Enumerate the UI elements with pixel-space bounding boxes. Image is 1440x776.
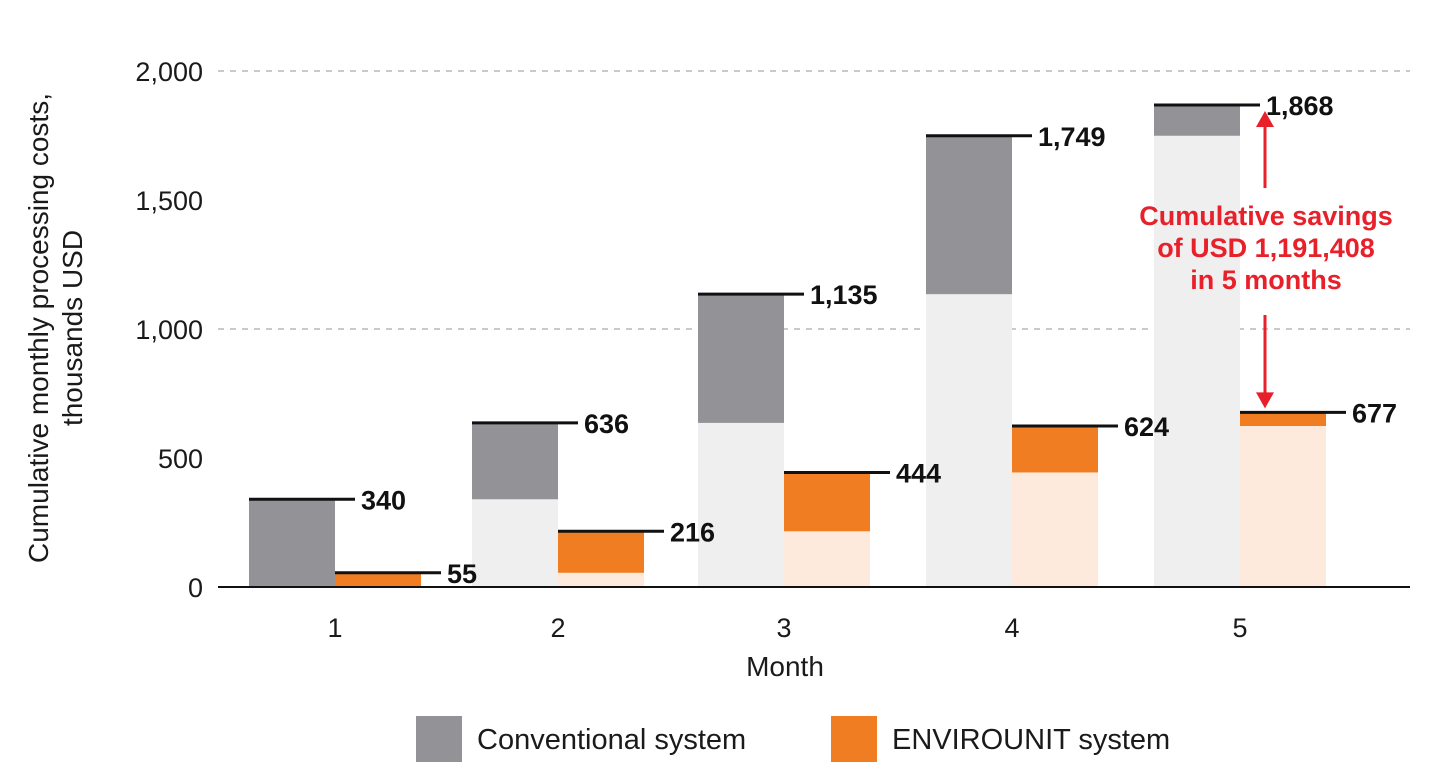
envirounit-value-label-month-5: 677: [1352, 398, 1397, 428]
conventional-bar-prior-month-3: [698, 422, 784, 587]
conventional-value-label-month-3: 1,135: [810, 280, 878, 310]
conventional-bar-prior-month-2: [472, 499, 558, 587]
y-tick-label: 1,000: [135, 315, 203, 345]
y-tick-label: 0: [188, 573, 203, 603]
x-tick-label-3: 3: [776, 613, 791, 643]
axes: 0 500 1,000 1,500 2,000 Cumulative monthly pr…: [23, 57, 1410, 682]
x-tick-label-4: 4: [1004, 613, 1019, 643]
y-tick-label: 500: [158, 444, 203, 474]
conventional-value-label-month-4: 1,749: [1038, 122, 1106, 152]
conventional-bar-prior-month-4: [926, 294, 1012, 587]
envirounit-bar-month-1: [335, 572, 421, 587]
envirounit-legend-label: ENVIROUNIT system: [892, 724, 1170, 756]
conventional-bar-month-1: [249, 499, 335, 587]
envirounit-bar-prior-month-3: [784, 531, 870, 587]
x-axis-title: Month: [746, 651, 824, 682]
envirounit-value-label-month-4: 624: [1124, 412, 1169, 442]
envirounit-value-label-month-3: 444: [896, 458, 941, 488]
conventional-bar-prior-month-5: [1154, 135, 1240, 587]
envirounit-bar-month-4: [1012, 426, 1098, 473]
conventional-bar-month-2: [472, 422, 558, 500]
savings-arrowhead-up: [1256, 111, 1274, 128]
conventional-value-label-month-1: 340: [361, 485, 406, 515]
envirounit-bar-prior-month-2: [558, 572, 644, 587]
envirounit-bar-month-3: [784, 472, 870, 532]
envirounit-bar-prior-month-5: [1240, 426, 1326, 587]
envirounit-bar-month-5: [1240, 412, 1326, 427]
savings-annotation-line: in 5 months: [1190, 265, 1342, 295]
envirounit-bar-prior-month-4: [1012, 472, 1098, 587]
conventional-bar-month-4: [926, 135, 1012, 295]
envirounit-legend-swatch: [831, 716, 877, 762]
savings-annotation-line: Cumulative savings: [1139, 201, 1393, 231]
savings-annotation-text: Cumulative savings of USD 1,191,408 in 5 m…: [1139, 201, 1393, 295]
conventional-value-label-month-2: 636: [584, 409, 629, 439]
bars: [249, 103, 1346, 587]
x-tick-label-5: 5: [1232, 613, 1247, 643]
envirounit-value-label-month-1: 55: [447, 559, 477, 589]
legend: Conventional system ENVIROUNIT system: [416, 716, 1170, 762]
x-tick-label-2: 2: [550, 613, 565, 643]
envirounit-bar-month-2: [558, 531, 644, 573]
y-axis-title-line: Cumulative monthly processing costs,: [23, 93, 54, 563]
x-tick-label-1: 1: [327, 613, 342, 643]
value-labels: 340 636 1,135 1,749 1,868 55 216 444 624 677: [361, 91, 1397, 589]
savings-annotation: Cumulative savings of USD 1,191,408 in 5 m…: [1139, 111, 1393, 409]
y-tick-label: 1,500: [135, 186, 203, 216]
conventional-bar-month-5: [1154, 105, 1240, 136]
savings-arrowhead-down: [1256, 392, 1274, 409]
y-axis-title: Cumulative monthly processing costs, thou…: [23, 93, 88, 563]
y-tick-label: 2,000: [135, 57, 203, 87]
y-axis-title-line: thousands USD: [57, 230, 88, 426]
conventional-value-label-month-5: 1,868: [1266, 91, 1334, 121]
envirounit-value-label-month-2: 216: [670, 517, 715, 547]
conventional-bar-month-3: [698, 294, 784, 423]
savings-annotation-line: of USD 1,191,408: [1157, 233, 1375, 263]
conventional-legend-label: Conventional system: [477, 724, 746, 756]
conventional-legend-swatch: [416, 716, 462, 762]
